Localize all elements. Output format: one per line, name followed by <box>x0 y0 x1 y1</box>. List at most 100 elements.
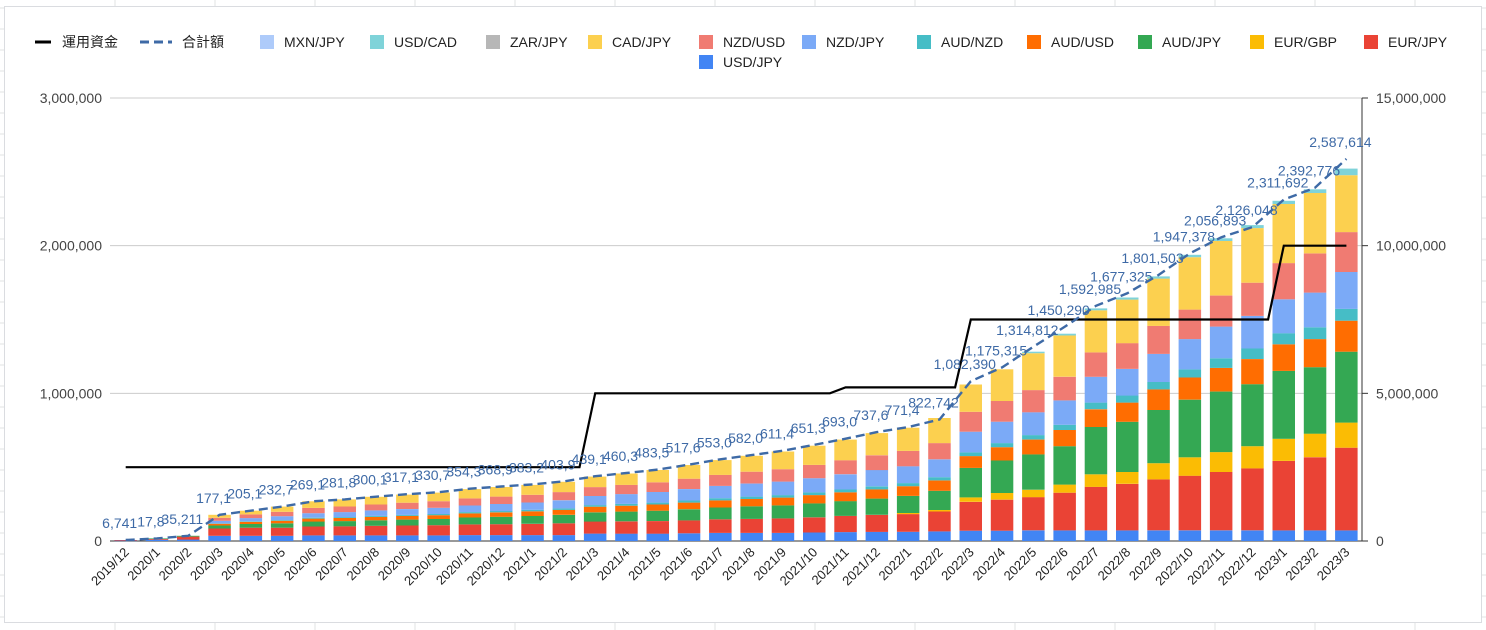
bar-segment <box>990 369 1014 401</box>
bar-segment <box>364 520 388 526</box>
total-data-label: 1,677,325 <box>1090 268 1152 284</box>
total-data-label: 1,175,315 <box>965 342 1027 358</box>
bar-segment <box>771 532 795 541</box>
bar-segment <box>208 528 231 536</box>
total-data-label: 1,592,985 <box>1059 281 1121 297</box>
bar-segment <box>990 530 1014 541</box>
bar-segment <box>208 517 231 521</box>
total-data-label: 1,082,390 <box>934 356 996 372</box>
bar-segment <box>1147 389 1170 410</box>
bar-segment <box>396 535 419 541</box>
bar-segment <box>552 509 576 515</box>
bar-segment <box>208 525 231 529</box>
bar-segment <box>709 460 732 475</box>
bar-segment <box>427 515 450 519</box>
bar-segment <box>396 519 419 526</box>
bar-segment <box>677 533 701 541</box>
legend-item: EUR/JPY <box>1364 34 1448 50</box>
bar-segment <box>1335 175 1358 233</box>
bar-segment <box>1053 376 1076 401</box>
bar-segment <box>990 460 1014 493</box>
bar-segment <box>396 515 419 520</box>
bar-segment <box>803 532 826 541</box>
left-axis-tick-label: 0 <box>94 533 102 549</box>
bar-segment <box>1022 489 1045 498</box>
bar-segment <box>364 510 388 516</box>
bar-segment <box>396 525 419 536</box>
bar-segment <box>615 503 638 506</box>
bar-segment <box>364 516 388 521</box>
bar-segment <box>646 482 669 492</box>
bar-segment <box>959 467 982 498</box>
total-data-label: 611,4 <box>760 426 794 442</box>
bar-segment <box>896 496 920 513</box>
bar-segment <box>928 490 951 510</box>
bar-segment <box>239 510 263 515</box>
bar-segment <box>1335 422 1358 448</box>
legend-label: EUR/JPY <box>1388 34 1448 50</box>
x-tick-label: 2020/7 <box>312 545 351 584</box>
bar-segment <box>803 517 826 533</box>
legend-color-swatch <box>917 35 931 49</box>
bar-segment <box>1147 463 1170 480</box>
bar-segment <box>803 495 826 504</box>
bar-segment <box>990 499 1014 531</box>
bar-segment <box>427 519 450 526</box>
bar-segment <box>490 524 513 536</box>
total-data-label: 177,1 <box>196 490 231 506</box>
bar-segment <box>615 511 638 522</box>
bar-segment <box>333 506 356 513</box>
bar-segment <box>1178 257 1202 310</box>
bar-segment <box>677 502 701 510</box>
bar-segment <box>1116 530 1139 541</box>
bar-segment <box>208 523 231 526</box>
bar-segment <box>396 502 419 509</box>
bar-segment <box>458 498 482 506</box>
bar-segment <box>458 524 482 536</box>
bar-segment <box>490 516 513 525</box>
bar-segment <box>990 493 1014 500</box>
bar-segment <box>1116 402 1139 422</box>
bar-segment <box>458 505 482 512</box>
bar-segment <box>1335 530 1358 541</box>
bar-segment <box>928 511 951 532</box>
bar-segment <box>834 489 857 493</box>
bar-segment <box>615 494 638 504</box>
bar-segment <box>834 501 857 516</box>
funds-line <box>125 244 1347 469</box>
bar-segment <box>1178 399 1202 458</box>
bar-segment <box>1053 484 1076 493</box>
bar-segment <box>928 480 951 491</box>
x-tick-label: 2019/12 <box>88 545 132 589</box>
bar-segment <box>1084 486 1108 531</box>
bar-segment <box>1209 367 1233 392</box>
bar-segment <box>677 465 701 479</box>
bar-segment <box>1084 530 1108 541</box>
bar-segment <box>1241 359 1264 385</box>
bar-segment <box>1116 421 1139 472</box>
bar-segment <box>1209 472 1233 531</box>
bar-segment <box>1272 200 1295 204</box>
bar-segment <box>1303 292 1327 328</box>
bar-segment <box>145 539 169 541</box>
bar-segment <box>270 523 294 528</box>
bar-segment <box>396 494 419 503</box>
legend-color-swatch <box>370 35 384 49</box>
bar-segment <box>1178 530 1202 541</box>
bar-segment <box>1147 278 1170 326</box>
bar-segment <box>646 533 669 541</box>
bar-segment <box>177 536 200 540</box>
bar-segment <box>1241 530 1264 541</box>
x-tick-label: 2021/1 <box>500 545 539 584</box>
bar-segment <box>677 500 701 503</box>
bar-segment <box>834 439 857 461</box>
x-tick-label: 2021/2 <box>531 545 570 584</box>
bar-segment <box>177 539 200 541</box>
legend-item: 運用資金 <box>35 34 118 50</box>
bar-segment <box>865 489 889 499</box>
bar-segment <box>1272 461 1295 531</box>
bar-segment <box>427 525 450 536</box>
bar-segment <box>396 509 419 515</box>
bar-segment <box>490 511 513 513</box>
total-data-label: 2,056,893 <box>1184 212 1246 228</box>
